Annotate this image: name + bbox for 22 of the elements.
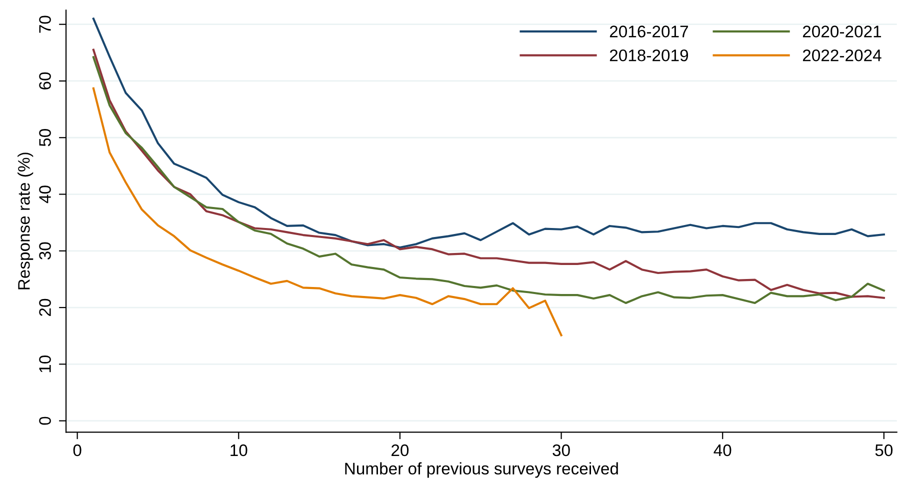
y-tick-label: 60	[39, 72, 51, 90]
y-axis-title: Response rate (%)	[18, 152, 34, 290]
legend-label: 2016-2017	[610, 26, 688, 38]
x-tick-label: 30	[552, 444, 570, 456]
x-axis-title: Number of previous surveys received	[345, 462, 618, 478]
y-tick-label: 70	[39, 16, 51, 33]
y-tick-label: 30	[39, 242, 51, 260]
y-tick-label: 0	[39, 416, 51, 425]
y-tick-label: 50	[39, 129, 51, 146]
x-tick-label: 0	[73, 444, 82, 456]
legend-label: 2018-2019	[610, 49, 688, 62]
y-tick-label: 40	[39, 186, 51, 204]
line-series	[92, 18, 885, 249]
y-tick-label: 10	[39, 356, 51, 372]
x-tick-label: 40	[714, 444, 732, 456]
x-tick-label: 20	[392, 444, 409, 456]
line-series	[92, 87, 562, 336]
legend-label: 2020-2021	[802, 26, 882, 38]
x-tick-label: 50	[875, 444, 893, 456]
y-tick-label: 20	[39, 298, 51, 316]
x-tick-label: 10	[230, 444, 248, 456]
legend-label: 2022-2024	[802, 49, 882, 62]
